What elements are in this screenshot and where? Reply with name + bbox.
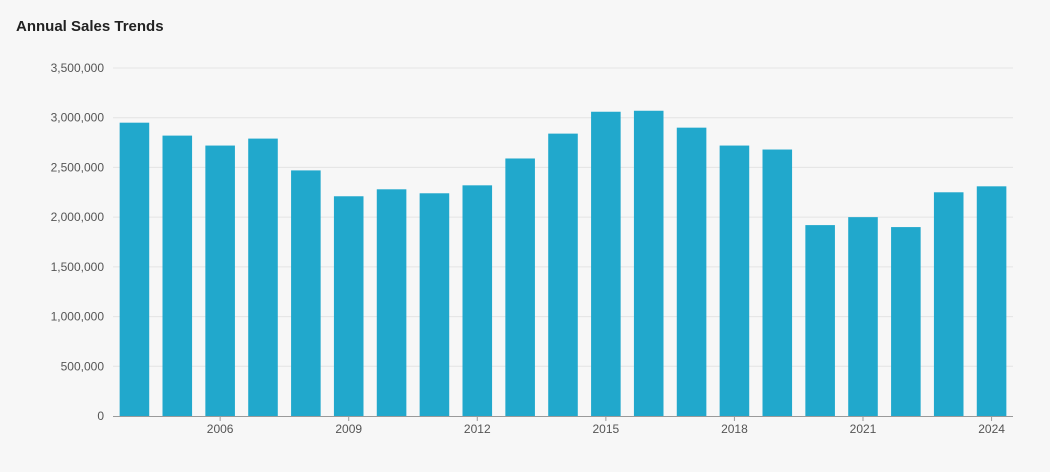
x-tick-label: 2006 [207,422,234,436]
y-tick-label: 1,500,000 [51,260,105,274]
bar-2006 [205,145,235,416]
bar-2007 [248,138,278,416]
bar-2021 [848,217,878,416]
bar-2005 [162,135,193,416]
bar-2017 [676,127,707,417]
bar-2004 [119,122,150,416]
bar-2012 [462,185,493,416]
x-tick-label: 2021 [850,422,877,436]
bar-2010 [376,189,407,416]
bar-2016 [633,110,664,417]
x-tick-label: 2018 [721,422,748,436]
bars [119,110,1007,417]
y-tick-label: 0 [97,409,104,423]
x-tick-label: 2024 [978,422,1005,436]
bar-2011 [419,193,450,416]
y-tick-label: 3,500,000 [51,61,105,75]
x-tick-label: 2012 [464,422,491,436]
bar-2024 [976,186,1007,416]
chart-title: Annual Sales Trends [16,18,164,35]
bar-2009 [333,196,364,416]
x-tick-label: 2015 [593,422,620,436]
bar-2020 [805,225,835,416]
axes: 0 500,000 1,000,000 1,500,000 2,000,000 2,500… [51,61,1013,436]
y-tick-label: 1,000,000 [51,310,105,324]
bar-2015 [591,111,621,417]
bar-2018 [719,145,750,416]
y-tick-label: 2,000,000 [51,210,105,224]
y-tick-label: 500,000 [61,359,105,373]
bar-2019 [762,149,793,416]
x-tick-label: 2009 [335,422,362,436]
bar-2022 [891,227,921,416]
bar-2014 [548,133,578,416]
bar-2008 [291,170,321,416]
bar-2023 [933,192,964,416]
bar-2013 [505,158,535,417]
y-tick-label: 3,000,000 [51,111,105,125]
y-tick-label: 2,500,000 [51,160,105,174]
